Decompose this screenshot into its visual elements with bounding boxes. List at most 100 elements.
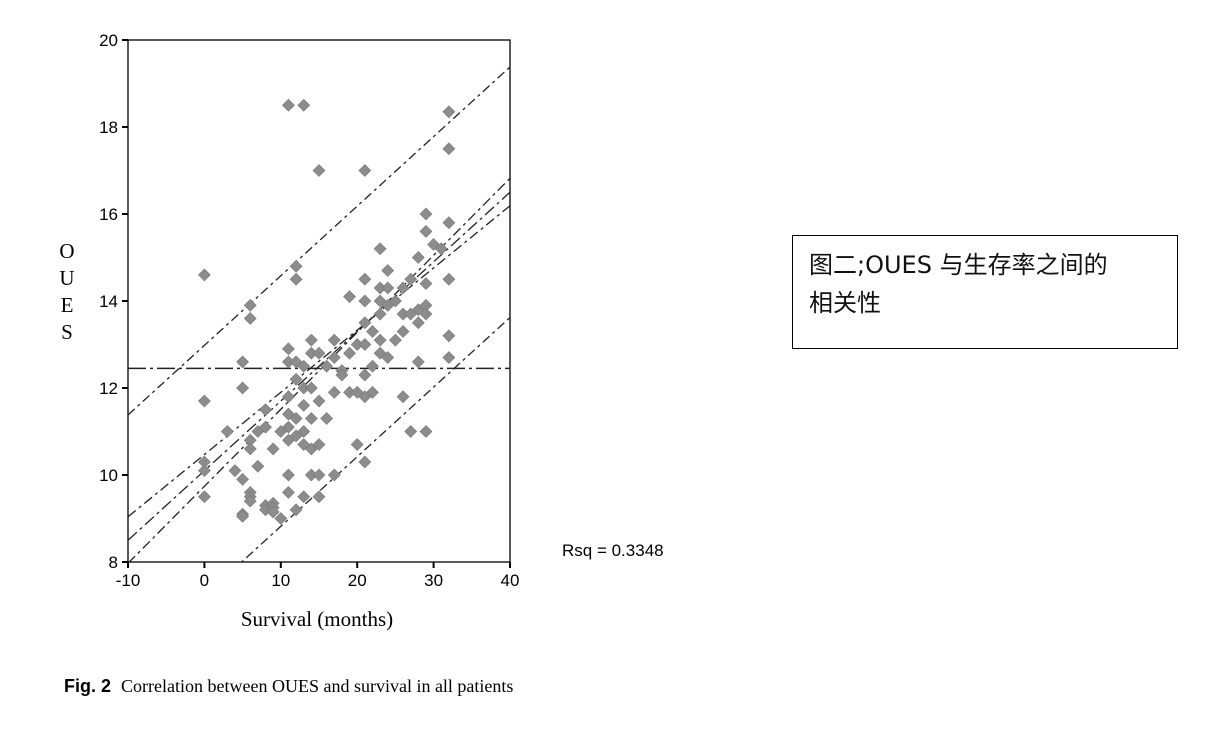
data-point <box>282 342 295 356</box>
data-point <box>358 272 372 286</box>
data-point <box>297 490 311 504</box>
y-axis-ticks: 8 10 12 14 16 18 20 <box>99 31 128 572</box>
data-point <box>388 294 402 308</box>
data-point <box>312 346 326 360</box>
data-point <box>327 351 341 364</box>
prediction-upper-line <box>128 66 510 416</box>
data-point <box>373 307 387 321</box>
confidence-lower-line <box>128 177 510 562</box>
data-point <box>243 311 257 325</box>
data-point <box>243 494 257 508</box>
data-point <box>236 472 250 486</box>
data-point <box>327 468 341 482</box>
annotation-box: 图二;OUES 与生存率之间的 相关性 <box>792 235 1178 349</box>
x-tick-label: 40 <box>501 571 520 590</box>
figure-label: Fig. 2 <box>64 676 112 696</box>
data-point <box>373 333 387 347</box>
y-axis-title-letter: E <box>61 293 74 317</box>
data-point <box>411 355 425 369</box>
y-tick-label: 12 <box>99 379 118 398</box>
data-point <box>320 412 334 425</box>
y-tick-label: 10 <box>99 466 118 485</box>
regression-fit-line <box>128 191 510 541</box>
rsq-annotation: Rsq = 0.3348 <box>562 541 664 560</box>
data-point <box>381 281 395 295</box>
data-point <box>358 316 372 330</box>
data-point <box>282 98 295 112</box>
data-point <box>419 277 433 291</box>
data-point <box>289 259 303 273</box>
data-point <box>442 105 456 119</box>
data-point <box>304 412 318 425</box>
x-tick-label: -10 <box>116 571 141 590</box>
data-point <box>282 485 295 499</box>
data-point <box>396 281 410 295</box>
y-axis-title: OUES <box>59 239 74 344</box>
data-point <box>343 346 356 360</box>
plot-frame <box>127 39 511 563</box>
data-point <box>220 425 234 438</box>
data-point <box>243 442 257 456</box>
data-point <box>358 294 372 308</box>
data-point <box>289 503 303 517</box>
data-point <box>350 438 364 451</box>
data-point <box>358 368 372 382</box>
data-point <box>366 385 379 399</box>
data-point <box>297 359 311 373</box>
data-point <box>442 272 456 286</box>
x-axis-ticks: -10 0 10 20 30 40 <box>116 562 520 590</box>
data-point <box>358 164 372 177</box>
data-point <box>411 316 425 330</box>
fit-lines-group <box>128 66 510 562</box>
data-point <box>419 307 433 321</box>
data-point <box>335 368 349 382</box>
x-tick-label: 30 <box>424 571 443 590</box>
data-point <box>312 468 326 482</box>
y-axis-title-letter: S <box>61 320 73 344</box>
data-point <box>251 459 265 473</box>
data-point <box>442 351 456 364</box>
data-point <box>343 290 356 304</box>
data-point <box>282 468 295 482</box>
data-point <box>297 398 311 412</box>
annotation-line-1: 图二;OUES 与生存率之间的 <box>809 251 1108 279</box>
y-tick-label: 14 <box>99 292 118 311</box>
data-point <box>434 242 448 256</box>
data-points-group <box>197 98 456 525</box>
y-axis-title-letter: U <box>59 266 74 290</box>
x-tick-label: 10 <box>271 571 290 590</box>
data-point <box>358 455 372 469</box>
data-point <box>320 359 334 373</box>
data-point <box>419 224 433 238</box>
data-point <box>442 329 456 343</box>
data-point <box>404 425 418 438</box>
data-point <box>312 164 326 177</box>
data-point <box>289 412 303 425</box>
data-point <box>289 272 303 286</box>
x-tick-label: 20 <box>348 571 367 590</box>
y-tick-label: 16 <box>99 205 118 224</box>
data-point <box>442 216 456 230</box>
data-point <box>243 298 257 312</box>
data-point <box>304 333 318 347</box>
y-tick-label: 18 <box>99 118 118 137</box>
data-point <box>366 325 379 338</box>
data-point <box>396 390 410 404</box>
annotation-line-2: 相关性 <box>809 289 881 317</box>
data-point <box>327 333 341 347</box>
data-point <box>304 381 318 395</box>
data-point <box>266 442 280 456</box>
y-tick-label: 20 <box>99 31 118 50</box>
data-point <box>419 207 433 221</box>
data-point <box>297 425 311 438</box>
data-point <box>381 351 395 364</box>
data-point <box>236 355 250 369</box>
figure-caption-text: Correlation between OUES and survival in… <box>121 676 514 696</box>
data-point <box>236 381 250 395</box>
data-point <box>236 509 250 523</box>
y-tick-label: 8 <box>109 553 118 572</box>
x-axis-title: Survival (months) <box>241 607 393 631</box>
data-point <box>327 385 341 399</box>
data-point <box>312 438 326 451</box>
